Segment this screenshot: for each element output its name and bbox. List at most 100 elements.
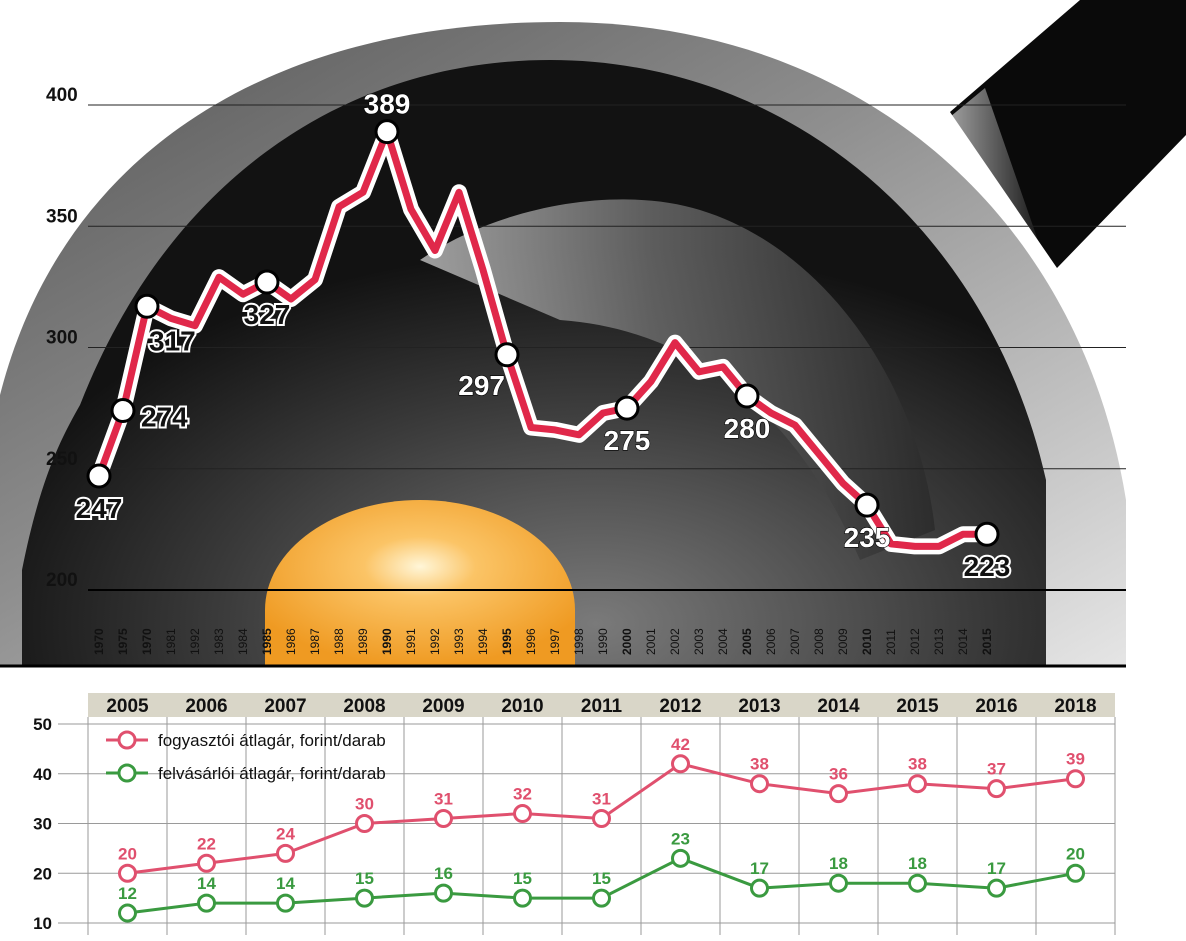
top-x-tick-label: 2011: [884, 629, 898, 655]
top-x-tick-label: 2002: [668, 628, 682, 655]
bottom-data-label: 16: [434, 864, 453, 883]
bottom-data-point: [592, 809, 611, 829]
top-line-chart: 200 250 300 350 400 1970 1975 1970 1981 1992 1983 1…: [0, 85, 1126, 668]
top-y-tick-label: 200: [46, 570, 78, 591]
top-y-tick-label: 300: [46, 328, 78, 349]
bottom-x-header-label: 2016: [975, 696, 1017, 717]
bottom-data-point: [197, 893, 216, 913]
bottom-data-label: 38: [750, 755, 769, 774]
top-x-tick-label: 1996: [524, 628, 538, 655]
bottom-data-label: 18: [908, 854, 927, 873]
top-x-tick-label: 1989: [356, 628, 370, 655]
bottom-data-point: [829, 784, 848, 804]
bottom-x-header-label: 2010: [501, 696, 543, 717]
top-data-label: 297: [458, 370, 505, 401]
top-data-label: 274: [141, 402, 188, 433]
bottom-header-band: [88, 693, 1115, 717]
bottom-x-header-label: 2013: [738, 696, 780, 717]
bottom-x-header-label: 2015: [896, 696, 939, 717]
bottom-data-label: 15: [513, 869, 532, 888]
bottom-data-label: 15: [592, 869, 611, 888]
bottom-y-tick-label: 10: [33, 914, 52, 933]
top-x-tick-label: 1983: [212, 628, 226, 655]
bottom-data-point: [355, 814, 374, 833]
top-data-label: 280: [724, 413, 771, 444]
bottom-data-point: [355, 888, 374, 908]
top-data-point: [110, 398, 136, 424]
top-y-tick-label: 400: [46, 85, 78, 106]
pan-bowl: [22, 60, 1046, 666]
bottom-data-point: [750, 774, 769, 794]
top-x-tick-label: 2008: [812, 628, 826, 655]
bottom-data-label: 31: [434, 790, 453, 809]
top-data-point: [734, 383, 760, 409]
top-x-tick-label: 2003: [692, 628, 706, 655]
bottom-x-header-label: 2014: [817, 696, 860, 717]
bottom-data-point: [1066, 769, 1085, 789]
top-x-tick-label: 1986: [284, 628, 298, 655]
bottom-data-point: [1066, 863, 1085, 883]
bottom-data-label: 17: [750, 859, 769, 878]
top-x-tick-label: 2015: [980, 628, 994, 655]
bottom-data-label: 36: [829, 765, 848, 784]
pan-handle: [950, 0, 1186, 268]
bottom-data-point: [908, 774, 927, 794]
bottom-data-point: [671, 754, 690, 774]
egg-yolk: [265, 500, 575, 666]
top-x-tick-label: 2004: [716, 628, 730, 655]
bottom-data-point: [513, 804, 532, 824]
top-data-point: [974, 521, 1000, 547]
top-x-tick-label: 1970: [92, 628, 106, 655]
bottom-data-label: 30: [355, 795, 374, 814]
top-data-point: [86, 463, 112, 489]
pan-inner-shade: [420, 199, 935, 561]
top-x-tick-label: 1995: [500, 628, 514, 655]
top-data-point: [134, 293, 160, 319]
bottom-data-label: 20: [118, 844, 137, 863]
top-data-point: [854, 492, 880, 518]
top-x-tick-label: 1992: [188, 628, 202, 655]
top-data-label: 247: [76, 493, 123, 524]
bottom-x-header-label: 2006: [185, 696, 227, 717]
top-data-label: 235: [844, 522, 891, 553]
top-x-tick-label: 2006: [764, 628, 778, 655]
top-x-tick-label: 2014: [956, 628, 970, 655]
bottom-data-point: [118, 903, 137, 923]
top-x-tick-label: 1984: [236, 628, 250, 655]
bottom-x-header-label: 2009: [422, 696, 464, 717]
bottom-data-point: [118, 863, 137, 883]
top-series-line: [95, 128, 991, 550]
top-data-label: 223: [964, 551, 1011, 582]
bottom-y-tick-label: 20: [33, 864, 52, 883]
top-x-tick-label: 1997: [548, 628, 562, 655]
bottom-y-tick-label: 40: [33, 765, 52, 784]
bottom-data-label: 20: [1066, 844, 1085, 863]
top-x-tick-label: 1987: [308, 628, 322, 655]
bottom-data-point: [671, 848, 690, 868]
bottom-x-header-label: 2018: [1054, 696, 1096, 717]
top-y-tick-label: 350: [46, 206, 78, 227]
bottom-line-chart: 2005 2006 2007 2008 2009 2010 2011 2012 2013 2014…: [33, 693, 1116, 935]
bottom-data-point: [276, 893, 295, 913]
top-x-tick-label: 1994: [476, 628, 490, 655]
top-data-label: 275: [604, 425, 651, 456]
top-x-tick-label: 1988: [332, 628, 346, 655]
bottom-data-point: [908, 873, 927, 893]
top-x-tick-label: 1985: [260, 628, 274, 655]
bottom-x-header-label: 2007: [264, 696, 306, 717]
top-x-tick-label: 1990: [380, 628, 394, 655]
top-data-label: 327: [244, 299, 291, 330]
bottom-data-point: [987, 779, 1006, 799]
top-x-tick-label: 1970: [140, 628, 154, 655]
top-x-tick-label: 2010: [860, 628, 874, 655]
bottom-data-label: 17: [987, 859, 1006, 878]
top-x-tick-label: 1990: [596, 628, 610, 655]
bottom-data-label: 31: [592, 790, 611, 809]
top-x-tick-label: 2005: [740, 628, 754, 655]
bottom-data-label: 18: [829, 854, 848, 873]
top-x-tick-label: 1993: [452, 628, 466, 655]
top-x-tick-label: 2012: [908, 628, 922, 655]
top-x-tick-label: 1992: [428, 628, 442, 655]
bottom-x-header-label: 2008: [343, 696, 385, 717]
bottom-data-label: 12: [118, 884, 137, 903]
